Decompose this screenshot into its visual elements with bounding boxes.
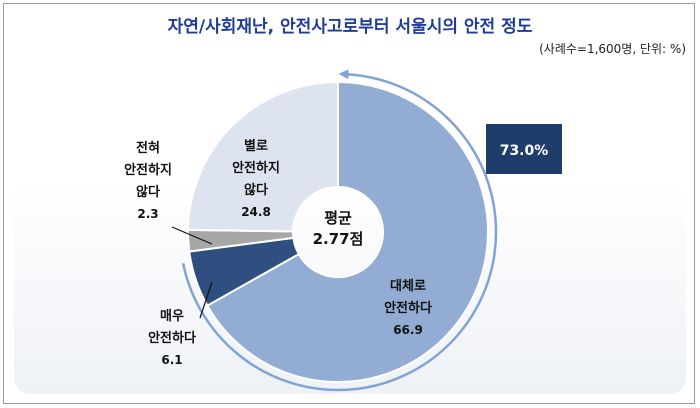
label-not-very-safe-line-3: 않다 <box>244 182 268 198</box>
chart-title: 자연/사회재난, 안전사고로부터 서울시의 안전 정도 <box>167 17 533 37</box>
leader-line-very-safe <box>199 281 213 319</box>
cumulative-arc-arrow <box>181 69 498 392</box>
center-label-1: 평균 <box>324 209 352 227</box>
center-label-2: 2.77점 <box>313 230 364 248</box>
label-not-at-all-safe-line-1: 전혀 <box>136 140 160 156</box>
label-not-at-all-safe-line-3: 않다 <box>136 184 160 200</box>
label-very-safe-line-2: 안전하다 <box>148 330 196 346</box>
label-not-very-safe-line-2: 안전하지 <box>232 160 280 176</box>
label-mostly-safe-line-2: 안전하다 <box>384 300 432 316</box>
summary-box <box>486 124 562 174</box>
slice-mostly-safe <box>205 80 489 383</box>
chart-note: (사례수=1,600명, 단위: %) <box>539 42 686 56</box>
label-not-very-safe-line-1: 별로 <box>244 138 268 154</box>
summary-badge: 73.0% <box>486 124 562 174</box>
label-very-safe-line-1: 매우 <box>160 309 184 324</box>
value-not-very-safe: 24.8 <box>241 205 271 219</box>
label-not-at-all-safe-line-2: 안전하지 <box>124 162 172 178</box>
value-not-at-all-safe: 2.3 <box>137 207 158 221</box>
summary-value: 73.0% <box>500 143 549 159</box>
value-mostly-safe: 66.9 <box>393 323 423 337</box>
label-mostly-safe-line-1: 대체로 <box>390 279 426 294</box>
leader-line-not-at-all-safe <box>171 226 213 245</box>
slice-not-very-safe <box>187 80 339 233</box>
value-very-safe: 6.1 <box>161 353 182 367</box>
